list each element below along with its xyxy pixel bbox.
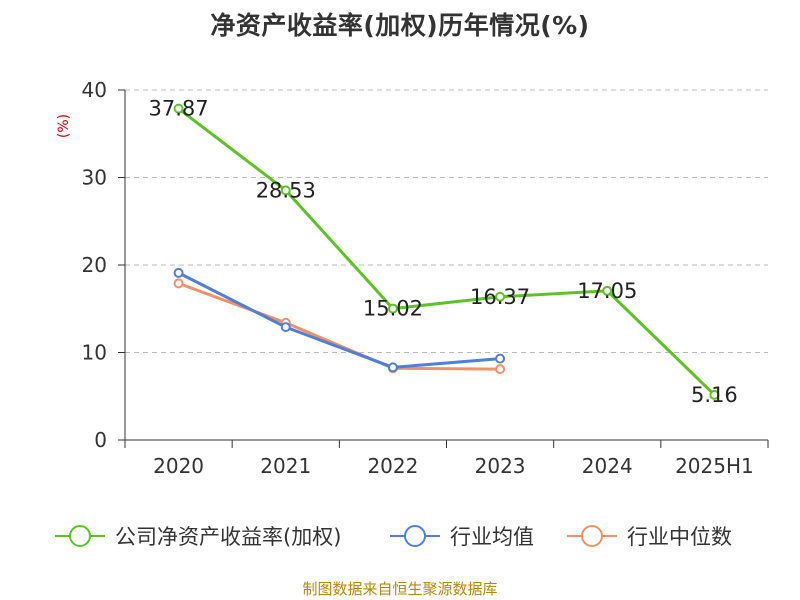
series-line [177, 107, 716, 396]
series-line [177, 271, 501, 369]
x-tick-label: 2025H1 [675, 454, 754, 478]
legend-label: 公司净资产收益率(加权) [115, 525, 341, 549]
x-tick-label: 2023 [475, 454, 526, 478]
x-tick-label: 2022 [367, 454, 418, 478]
y-axis-label: (%) [56, 114, 72, 138]
data-point [173, 103, 184, 114]
data-point [709, 389, 720, 400]
source-note: 制图数据来自恒生聚源数据库 [302, 580, 498, 598]
x-tick-label: 2024 [582, 454, 633, 478]
data-point [173, 278, 184, 289]
y-tick-label: 0 [94, 428, 107, 452]
x-tick-label: 2021 [260, 454, 311, 478]
y-tick-label: 40 [82, 78, 107, 102]
data-label: 5.16 [691, 383, 738, 407]
data-point [495, 364, 506, 375]
series-line [178, 281, 501, 371]
data-point [280, 322, 291, 333]
y-tick-label: 30 [82, 166, 107, 190]
data-point [495, 291, 506, 302]
y-tick-label: 10 [82, 341, 107, 365]
data-point [173, 267, 184, 278]
y-tick-labels: 0 10 20 30 40 [82, 78, 107, 452]
y-tick-label: 20 [82, 253, 107, 277]
data-point [387, 303, 398, 314]
axes [118, 89, 769, 448]
legend-label: 行业中位数 [627, 525, 732, 549]
legend: 公司净资产收益率(加权) 行业均值 行业中位数 [55, 525, 732, 549]
data-labels: 37.87 28.53 15.02 16.37 17.05 5.16 [149, 97, 738, 407]
legend-label: 行业均值 [450, 525, 534, 549]
data-point [387, 362, 398, 373]
x-tick-label: 2020 [153, 454, 204, 478]
legend-marker [581, 525, 603, 547]
x-tick-labels: 2020 2021 2022 2023 2024 2025H1 [153, 454, 754, 478]
data-point [280, 185, 291, 196]
chart-title: 净资产收益率(加权)历年情况(%) [210, 11, 590, 40]
data-label: 16.37 [470, 285, 530, 309]
data-label: 17.05 [577, 279, 637, 303]
legend-marker [69, 525, 91, 547]
data-label: 15.02 [363, 297, 423, 321]
data-label: 28.53 [256, 178, 316, 202]
data-point [495, 353, 506, 364]
series-group [173, 103, 720, 400]
data-point [602, 285, 613, 296]
legend-marker [404, 525, 426, 547]
grid-lines [125, 89, 768, 353]
data-label: 37.87 [149, 97, 209, 121]
